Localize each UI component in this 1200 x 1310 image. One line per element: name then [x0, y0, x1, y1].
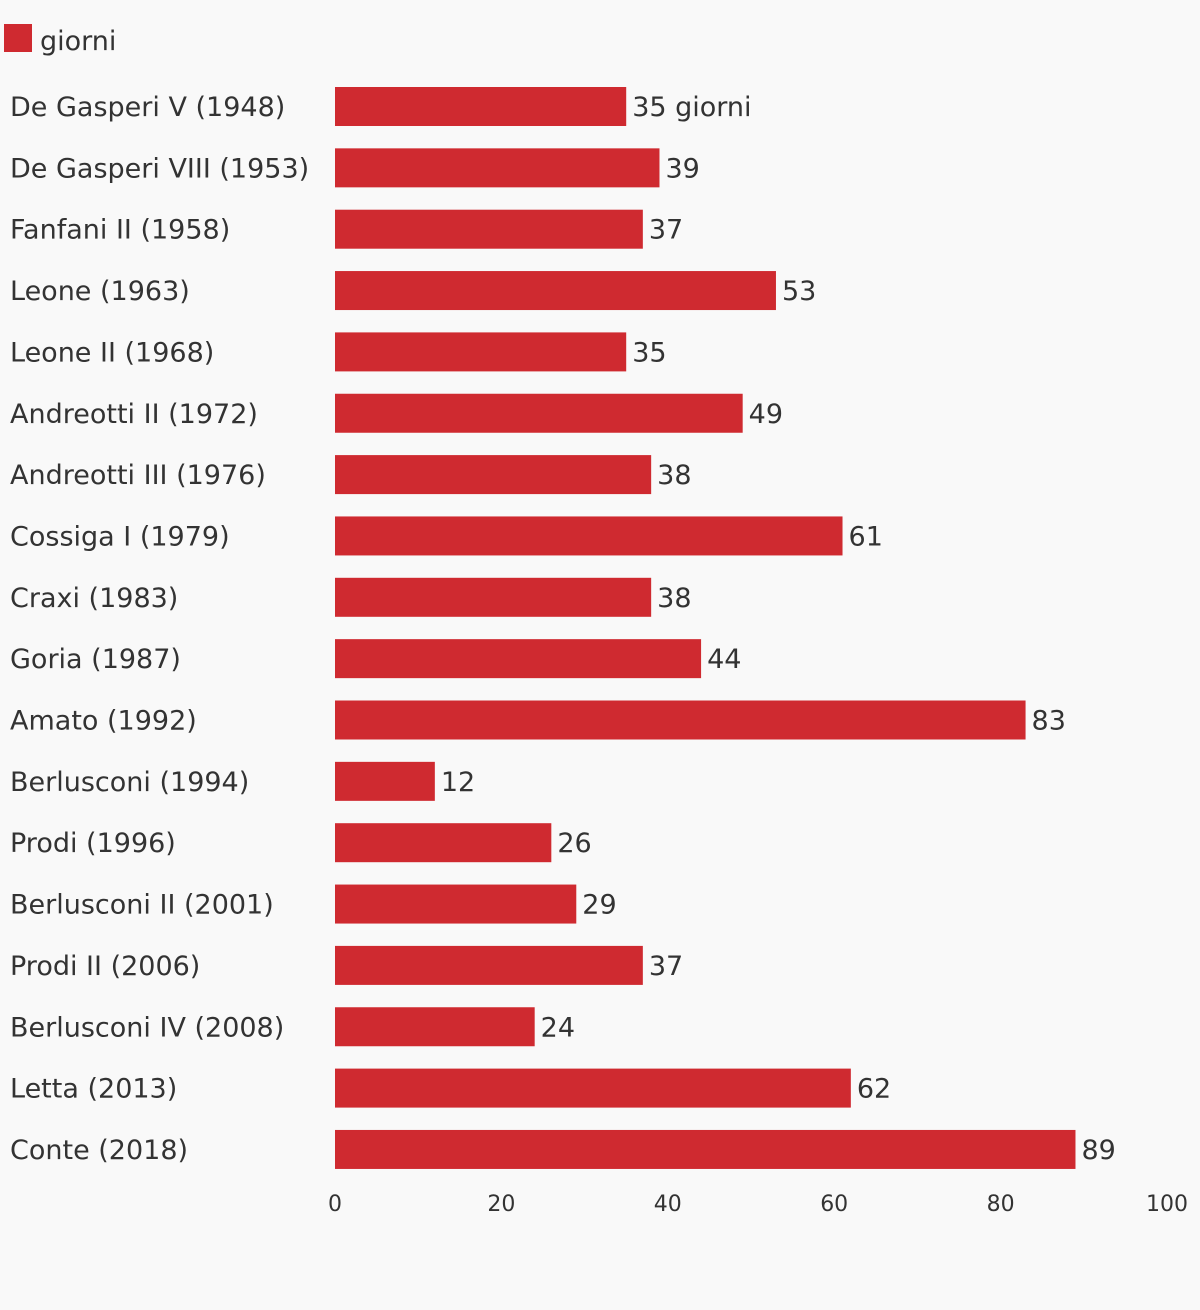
category-label: Berlusconi IV (2008) [10, 1012, 284, 1043]
bar [335, 945, 643, 985]
category-label: Berlusconi II (2001) [10, 890, 274, 921]
x-tick-label: 60 [820, 1192, 848, 1217]
legend-swatch [4, 24, 32, 52]
x-tick-label: 80 [987, 1192, 1015, 1217]
bar [335, 884, 577, 924]
category-label: Fanfani II (1958) [10, 215, 230, 246]
category-label: Letta (2013) [10, 1074, 177, 1105]
bars [335, 87, 1076, 1169]
category-label: Leone (1963) [10, 276, 190, 307]
data-label: 61 [849, 521, 883, 552]
data-label: 62 [857, 1074, 891, 1105]
bar [335, 700, 1026, 740]
data-label: 29 [582, 890, 616, 921]
bar [335, 148, 660, 188]
category-label: De Gasperi VIII (1953) [10, 153, 309, 184]
category-label: Goria (1987) [10, 644, 181, 675]
category-label: Craxi (1983) [10, 583, 178, 614]
bar [335, 271, 776, 311]
category-label: Leone II (1968) [10, 337, 214, 368]
data-label: 39 [665, 153, 699, 184]
data-label: 38 [657, 583, 691, 614]
data-label: 37 [649, 215, 683, 246]
data-label: 89 [1081, 1135, 1115, 1166]
bar [335, 823, 552, 863]
bar [335, 209, 643, 249]
data-label: 12 [441, 767, 475, 798]
category-label: Berlusconi (1994) [10, 767, 249, 798]
category-label: Andreotti III (1976) [10, 460, 266, 491]
data-label: 35 [632, 337, 666, 368]
category-labels: De Gasperi V (1948) De Gasperi VIII (1953… [10, 92, 309, 1166]
bar [335, 393, 743, 433]
data-label: 49 [749, 399, 783, 430]
data-label: 44 [707, 644, 741, 675]
category-label: Andreotti II (1972) [10, 399, 258, 430]
category-label: Cossiga I (1979) [10, 521, 230, 552]
value-labels: 35 giorni 39 37 53 35 49 38 61 38 44 83 12 26 29 37 24 6… [441, 92, 1116, 1166]
category-label: Amato (1992) [10, 706, 197, 737]
bar [335, 87, 627, 126]
data-label: 83 [1032, 706, 1066, 737]
data-label: 53 [782, 276, 816, 307]
legend: giorni [4, 24, 116, 57]
legend-label: giorni [40, 26, 116, 57]
category-label: Prodi II (2006) [10, 951, 200, 982]
data-label: 26 [557, 828, 591, 859]
bar [335, 1129, 1076, 1169]
category-label: Conte (2018) [10, 1135, 188, 1166]
bar [335, 455, 652, 495]
category-label: De Gasperi V (1948) [10, 92, 285, 123]
bar [335, 1068, 851, 1108]
bar [335, 1007, 535, 1047]
x-axis: 0 20 40 60 80 100 [328, 1192, 1188, 1217]
data-label: 37 [649, 951, 683, 982]
bar [335, 639, 702, 679]
x-tick-label: 20 [487, 1192, 515, 1217]
bar [335, 332, 627, 372]
x-tick-label: 0 [328, 1192, 342, 1217]
data-label: 38 [657, 460, 691, 491]
category-label: Prodi (1996) [10, 828, 176, 859]
x-tick-label: 100 [1146, 1192, 1188, 1217]
bar [335, 577, 652, 617]
bar [335, 761, 435, 801]
bar [335, 516, 843, 556]
x-tick-label: 40 [654, 1192, 682, 1217]
data-label: 35 giorni [632, 92, 751, 123]
data-label: 24 [541, 1012, 575, 1043]
